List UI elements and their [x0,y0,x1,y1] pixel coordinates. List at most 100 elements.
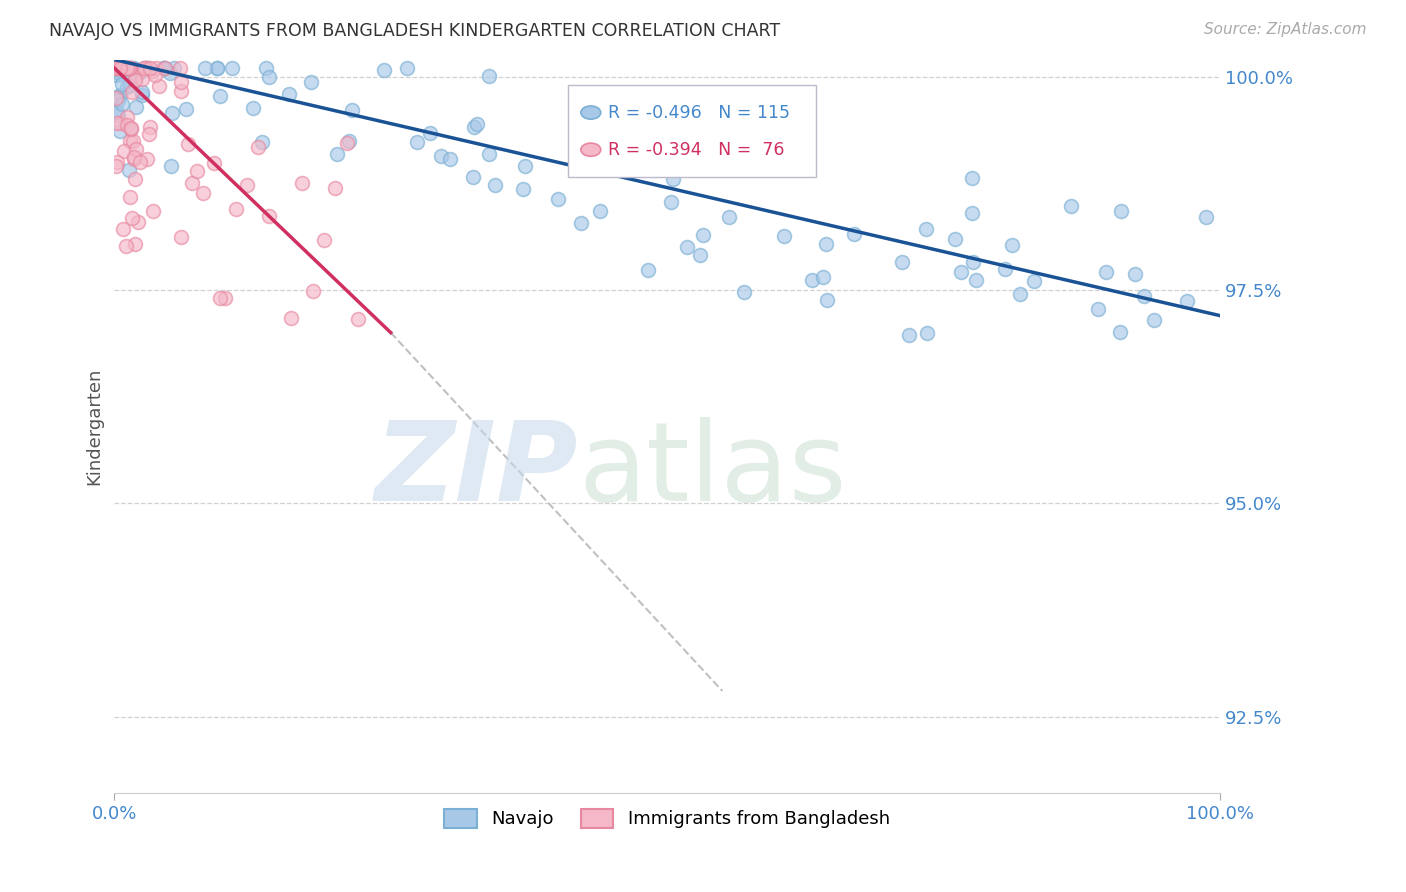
Point [124,237,146,252]
Point [1194,210,1216,224]
Point [280,311,302,326]
Point [898,328,921,343]
Point [484,178,506,192]
Point [326,147,349,161]
Point [177,137,200,152]
Point [118,190,141,204]
Point [302,284,325,298]
Point [208,291,231,305]
Point [153,61,176,75]
Point [111,61,134,75]
Point [419,126,441,140]
Point [120,134,142,148]
Point [1001,237,1024,252]
Point [112,144,135,158]
Point [214,291,236,305]
Point [180,176,202,190]
Y-axis label: Kindergarten: Kindergarten [86,368,103,485]
Point [250,135,273,149]
Point [335,136,357,150]
Point [127,215,149,229]
Point [512,182,534,196]
Point [105,116,128,130]
Point [115,79,138,94]
Point [236,178,259,192]
Point [115,61,138,75]
Point [463,120,485,135]
Point [138,120,160,134]
Point [104,91,127,105]
Point [662,171,685,186]
Point [107,61,129,75]
Point [108,61,131,75]
Point [153,61,176,75]
Point [186,164,208,178]
Point [325,181,347,195]
Point [107,108,129,122]
Point [205,61,228,75]
Point [129,64,152,78]
Point [121,211,143,225]
Point [107,61,129,75]
Point [120,61,142,75]
Point [170,75,193,89]
Point [110,61,132,75]
Point [1175,294,1198,309]
Point [800,273,823,287]
Point [104,62,127,76]
Point [191,186,214,200]
Point [844,227,866,242]
Point [105,61,128,75]
Point [105,90,128,104]
Point [717,210,740,224]
Point [143,68,166,82]
Point [960,171,983,186]
Point [122,61,145,75]
Point [1087,301,1109,316]
Point [112,61,135,75]
Point [118,61,141,75]
Point [118,121,141,136]
Point [118,78,141,92]
Point [194,61,217,75]
Point [111,96,134,111]
Point [105,61,128,75]
Point [221,61,243,75]
Point [814,237,837,252]
Point [112,61,135,75]
Point [943,232,966,246]
Point [291,176,314,190]
Point [478,147,501,161]
Point [257,209,280,223]
Point [120,122,142,136]
Text: NAVAJO VS IMMIGRANTS FROM BANGLADESH KINDERGARTEN CORRELATION CHART: NAVAJO VS IMMIGRANTS FROM BANGLADESH KIN… [49,22,780,40]
Point [1094,265,1116,279]
Point [949,265,972,279]
Point [128,154,150,169]
Point [141,63,163,78]
Point [247,140,270,154]
Point [114,61,136,75]
Point [734,285,756,299]
Point [125,100,148,114]
Point [588,204,610,219]
Point [104,61,127,75]
Point [110,116,132,130]
Point [299,75,322,89]
Point [105,105,128,120]
Point [115,118,138,132]
Point [815,293,838,307]
Point [254,61,277,75]
Point [124,172,146,186]
Point [118,61,141,75]
Point [112,61,135,75]
Point [163,61,186,75]
Point [105,155,128,169]
Point [124,73,146,87]
Point [1132,289,1154,303]
Point [1060,199,1083,213]
Point [145,61,167,75]
Point [965,272,987,286]
Point [159,159,181,173]
Point [439,152,461,166]
